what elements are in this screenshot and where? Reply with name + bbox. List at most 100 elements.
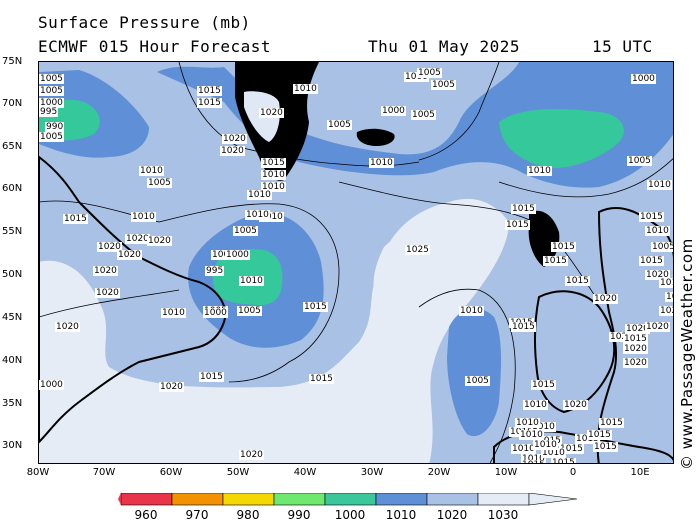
isobar-label: 1020 bbox=[220, 146, 245, 156]
isobar-label: 1010 bbox=[259, 212, 284, 222]
isobar-label: 1015 bbox=[197, 86, 222, 96]
colorbar-tip-left bbox=[118, 493, 121, 505]
lon-label: 10E bbox=[630, 467, 650, 478]
forecast-subtitle: ECMWF 015 Hour Forecast bbox=[38, 37, 272, 56]
isobar-label: 1010 bbox=[541, 448, 566, 458]
isobar-label: 1015 bbox=[303, 302, 328, 312]
lat-label: 65N bbox=[2, 141, 23, 152]
isobar-label: 1005 bbox=[237, 306, 262, 316]
lon-label: 0 bbox=[569, 467, 577, 478]
isobar-label: 1000 bbox=[211, 250, 236, 260]
isobar-label: 1010 bbox=[369, 158, 394, 168]
isobar-label: 1005 bbox=[39, 74, 64, 84]
isobar-label: 1015 bbox=[543, 256, 568, 266]
europe-coast bbox=[596, 207, 673, 463]
isobar-label: 1020 bbox=[625, 324, 650, 334]
lat-label: 75N bbox=[2, 56, 23, 67]
colorbar-label: 960 bbox=[134, 508, 158, 522]
isobar-label: 1015 bbox=[551, 242, 576, 252]
isobar-label: 1020 bbox=[665, 292, 673, 302]
forecast-date: Thu 01 May 2025 bbox=[368, 37, 520, 56]
isobar-label: 1025 bbox=[405, 245, 430, 255]
lat-label: 30N bbox=[2, 440, 23, 451]
isobar-label: 1015 bbox=[551, 458, 576, 463]
lat-label: 50N bbox=[2, 269, 23, 280]
isobar-label: 1020 bbox=[93, 266, 118, 276]
isobar-label: 1020 bbox=[645, 270, 670, 280]
isobar-label: 1010 bbox=[139, 166, 164, 176]
isobar-label: 1005 bbox=[465, 376, 490, 386]
isobar-label: 1020 bbox=[259, 108, 284, 118]
isobar-label: 990 bbox=[45, 122, 65, 132]
iceland bbox=[356, 128, 395, 146]
isobar-label: 1010 bbox=[131, 212, 156, 222]
isobar-label: 1010 bbox=[647, 180, 672, 190]
lon-label: 30W bbox=[360, 467, 384, 478]
isobar-label: 1015 bbox=[511, 204, 536, 214]
isobar-label: 1020 bbox=[125, 234, 150, 244]
lat-label: 45N bbox=[2, 312, 23, 323]
colorbar-segment bbox=[120, 493, 173, 506]
colorbar bbox=[118, 493, 578, 506]
isobar-label: 1005 bbox=[327, 120, 352, 130]
lat-label: 35N bbox=[2, 398, 23, 409]
band-1000-1010-iberia bbox=[447, 308, 502, 437]
isobar-label: 1010 bbox=[515, 418, 540, 428]
isobar-label: 995 bbox=[205, 266, 225, 276]
forecast-time: 15 UTC bbox=[592, 37, 653, 56]
isobar-label: 1015 bbox=[199, 372, 224, 382]
isobar-label: 1015 bbox=[623, 334, 648, 344]
isobar-label: 1020 bbox=[593, 294, 618, 304]
lon-label: 40W bbox=[293, 467, 317, 478]
colorbar-tip-right bbox=[528, 493, 578, 506]
isobar-label: 1010 bbox=[239, 276, 264, 286]
isobar-label: 1005 bbox=[233, 226, 258, 236]
band-lt1000-iceland-low bbox=[499, 109, 624, 168]
isobar-label: 1010 bbox=[531, 422, 556, 432]
isobar-label: 995 bbox=[39, 107, 59, 117]
isobar-label: 1015 bbox=[531, 380, 556, 390]
isobar-label: 1005 bbox=[411, 110, 436, 120]
isobar-label: 1000 bbox=[203, 308, 228, 318]
isobar-label: 1020 bbox=[97, 242, 122, 252]
band-1030-high bbox=[373, 212, 501, 318]
lat-label: 55N bbox=[2, 226, 23, 237]
isobar-label: 1010 bbox=[527, 166, 552, 176]
lon-label: 70W bbox=[92, 467, 116, 478]
isobar-label: 1015 bbox=[599, 418, 624, 428]
isobar-label: 1005 bbox=[417, 68, 442, 78]
map-title: Surface Pressure (mb) bbox=[38, 13, 251, 32]
colorbar-label: 990 bbox=[287, 508, 311, 522]
isobar-label: 1010 bbox=[519, 430, 544, 440]
colorbar-segment bbox=[324, 493, 377, 506]
isobar-label: 1005 bbox=[431, 80, 456, 90]
lat-label: 70N bbox=[2, 98, 23, 109]
lat-label: 60N bbox=[2, 183, 23, 194]
isobar-label: 1015 bbox=[593, 442, 618, 452]
colorbar-label: 1030 bbox=[487, 508, 519, 522]
isobar-label: 1010 bbox=[523, 400, 548, 410]
isobar-label: 1020 bbox=[117, 250, 142, 260]
isobar-label: 1010 bbox=[533, 440, 558, 450]
isobar-label: 1020 bbox=[609, 332, 634, 342]
isobar-label: 1010 bbox=[521, 454, 546, 464]
isobar-label: 1010 bbox=[459, 306, 484, 316]
isobar-label: 1010 bbox=[261, 170, 286, 180]
isobar-label: 1015 bbox=[639, 212, 664, 222]
isobar-label: 1000 bbox=[39, 380, 64, 390]
iberia-coast bbox=[533, 290, 616, 414]
colorbar-label: 1010 bbox=[385, 508, 417, 522]
british-isles bbox=[528, 210, 560, 267]
colorbar-segment bbox=[171, 493, 224, 506]
isobar-label: 1005 bbox=[651, 242, 674, 252]
isobar-label: 1015 bbox=[659, 278, 673, 288]
isobar-label: 1010 bbox=[511, 444, 536, 454]
isobar-label: 1000 bbox=[404, 72, 429, 82]
colorbar-label: 970 bbox=[185, 508, 209, 522]
isobar-label: 1010 bbox=[245, 210, 270, 220]
colorbar-label: 1000 bbox=[334, 508, 366, 522]
isobar-label: 1020 bbox=[239, 450, 264, 460]
isobar-label: 1015 bbox=[559, 444, 584, 454]
isobar-label: 1015 bbox=[565, 276, 590, 286]
isobar-label: 1020 bbox=[645, 322, 670, 332]
